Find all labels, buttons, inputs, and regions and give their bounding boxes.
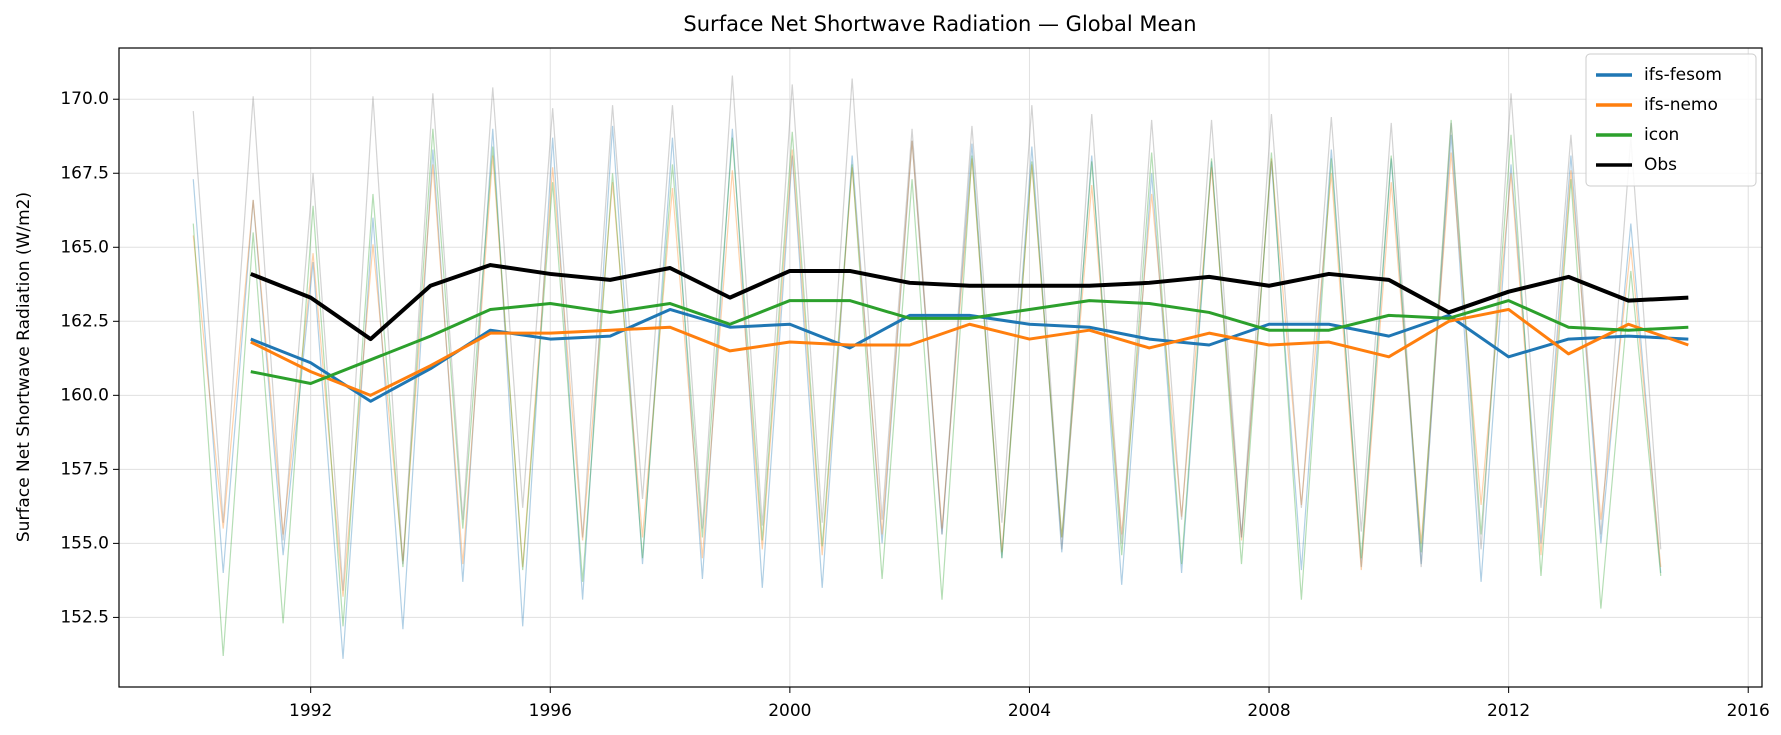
annual-line <box>250 307 1689 403</box>
x-tick-label: 2016 <box>1727 701 1770 721</box>
plot-frame <box>118 47 1763 688</box>
legend-label: Obs <box>1644 155 1677 175</box>
annual-line <box>250 263 1689 342</box>
chart-title: Surface Net Shortwave Radiation — Global… <box>683 12 1196 36</box>
y-tick-label: 167.5 <box>60 163 109 183</box>
legend-label: ifs-nemo <box>1644 95 1718 115</box>
y-tick-label: 155.0 <box>60 533 109 553</box>
monthly-line <box>192 119 1662 656</box>
monthly-line <box>192 75 1662 591</box>
annual-line <box>250 307 1689 397</box>
annual-line <box>250 299 1689 385</box>
y-tick-label: 152.5 <box>60 607 109 627</box>
legend-label: icon <box>1644 125 1679 145</box>
y-tick-label: 165.0 <box>60 237 109 257</box>
legend-box <box>1585 53 1757 187</box>
x-tick-label: 2008 <box>1247 701 1290 721</box>
y-tick-label: 170.0 <box>60 89 109 109</box>
monthly-line <box>192 140 1662 597</box>
x-tick-label: 2000 <box>768 701 811 721</box>
y-tick-label: 162.5 <box>60 311 109 331</box>
x-tick-label: 2004 <box>1008 701 1051 721</box>
x-tick-label: 2012 <box>1487 701 1530 721</box>
x-tick-label: 1996 <box>529 701 572 721</box>
y-axis-label: Surface Net Shortwave Radiation (W/m2) <box>14 192 34 542</box>
y-tick-label: 160.0 <box>60 385 109 405</box>
x-tick-label: 1992 <box>289 701 332 721</box>
y-tick-label: 157.5 <box>60 459 109 479</box>
legend-label: ifs-fesom <box>1644 65 1722 85</box>
